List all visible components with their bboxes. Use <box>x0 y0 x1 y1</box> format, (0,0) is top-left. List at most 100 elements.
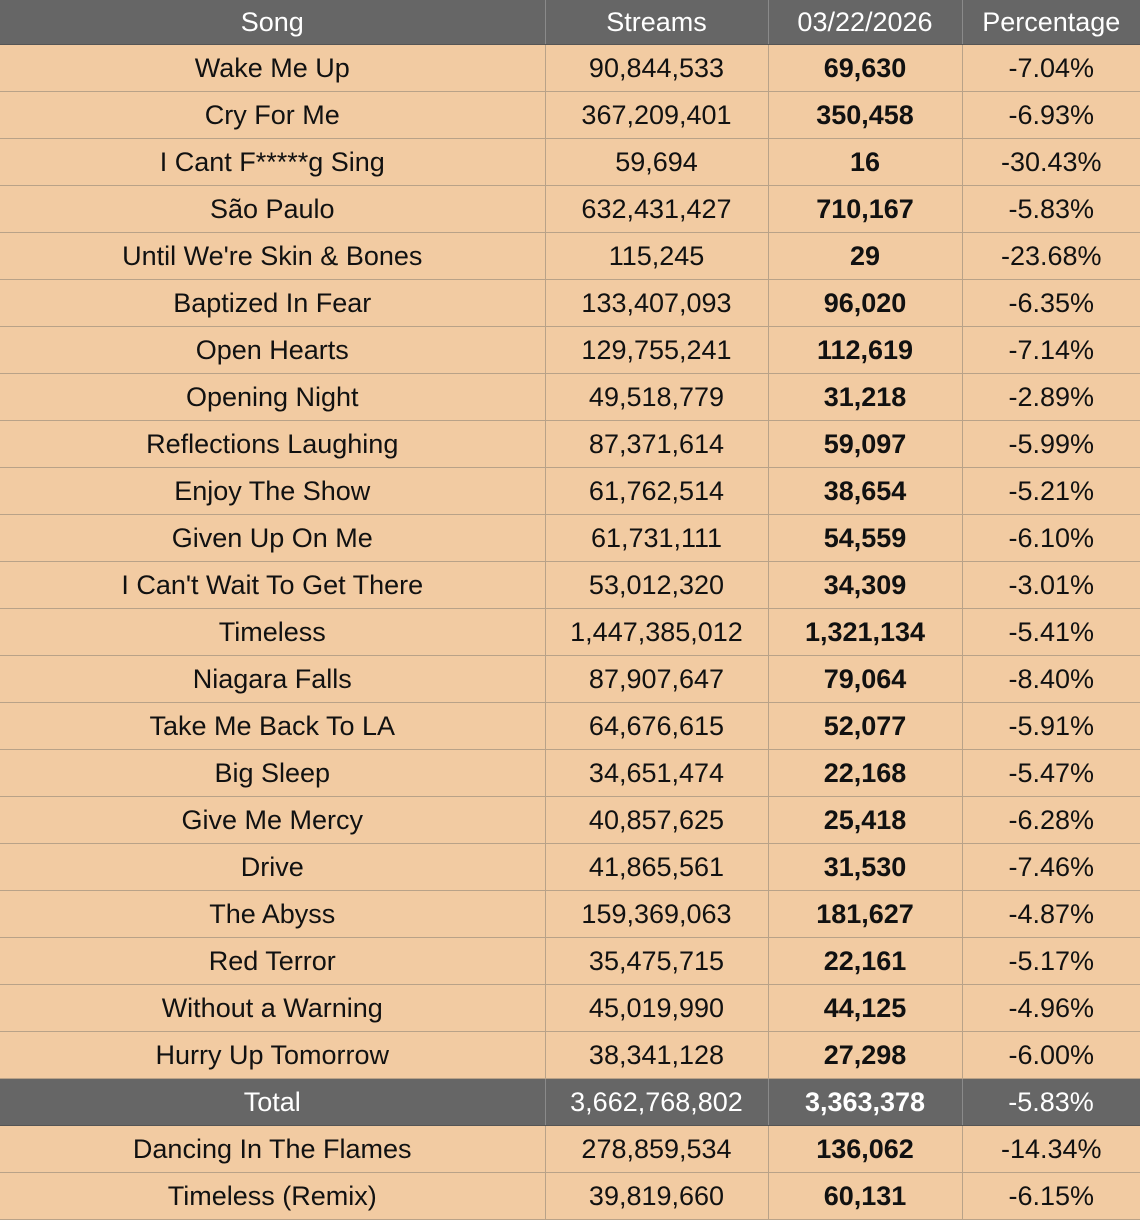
percentage-cell: -3.01% <box>962 561 1140 609</box>
percentage-cell: -8.40% <box>962 655 1140 703</box>
total-row: Total 3,662,768,802 3,363,378 -5.83% <box>0 1078 1140 1126</box>
table-row: Give Me Mercy 40,857,625 25,418 -6.28% <box>0 796 1140 844</box>
percentage-cell: -5.83% <box>962 1078 1140 1126</box>
percentage-cell: -6.93% <box>962 91 1140 139</box>
table-row: Opening Night 49,518,779 31,218 -2.89% <box>0 373 1140 421</box>
header-streams: Streams <box>545 0 769 45</box>
percentage-cell: -7.14% <box>962 326 1140 374</box>
streams-cell: 53,012,320 <box>545 561 769 609</box>
daily-streams-cell: 79,064 <box>768 655 963 703</box>
table-row: Cry For Me 367,209,401 350,458 -6.93% <box>0 91 1140 139</box>
percentage-cell: -5.47% <box>962 749 1140 797</box>
streams-cell: 133,407,093 <box>545 279 769 327</box>
daily-streams-cell: 34,309 <box>768 561 963 609</box>
streams-cell: 90,844,533 <box>545 44 769 92</box>
song-cell: Reflections Laughing <box>0 420 546 468</box>
song-cell: Niagara Falls <box>0 655 546 703</box>
daily-streams-cell: 25,418 <box>768 796 963 844</box>
table-row: Niagara Falls 87,907,647 79,064 -8.40% <box>0 655 1140 703</box>
percentage-cell: -5.17% <box>962 937 1140 985</box>
streams-cell: 64,676,615 <box>545 702 769 750</box>
daily-streams-cell: 16 <box>768 138 963 186</box>
song-cell: Timeless (Remix) <box>0 1172 546 1220</box>
table-header: Song Streams 03/22/2026 Percentage <box>0 0 1140 45</box>
table-row: Enjoy The Show 61,762,514 38,654 -5.21% <box>0 467 1140 515</box>
percentage-cell: -7.04% <box>962 44 1140 92</box>
table-row: São Paulo 632,431,427 710,167 -5.83% <box>0 185 1140 233</box>
streams-cell: 1,447,385,012 <box>545 608 769 656</box>
daily-streams-cell: 112,619 <box>768 326 963 374</box>
streams-cell: 49,518,779 <box>545 373 769 421</box>
header-song: Song <box>0 0 546 45</box>
percentage-cell: -5.41% <box>962 608 1140 656</box>
streams-cell: 129,755,241 <box>545 326 769 374</box>
daily-streams-cell: 31,530 <box>768 843 963 891</box>
streams-cell: 87,907,647 <box>545 655 769 703</box>
percentage-cell: -6.15% <box>962 1172 1140 1220</box>
daily-streams-cell: 350,458 <box>768 91 963 139</box>
song-cell: Drive <box>0 843 546 891</box>
percentage-cell: -23.68% <box>962 232 1140 280</box>
streams-cell: 45,019,990 <box>545 984 769 1032</box>
streams-cell: 115,245 <box>545 232 769 280</box>
table-row: Hurry Up Tomorrow 38,341,128 27,298 -6.00% <box>0 1031 1140 1079</box>
streams-cell: 278,859,534 <box>545 1125 769 1173</box>
streams-cell: 39,819,660 <box>545 1172 769 1220</box>
percentage-cell: -30.43% <box>962 138 1140 186</box>
daily-streams-cell: 52,077 <box>768 702 963 750</box>
song-cell: Take Me Back To LA <box>0 702 546 750</box>
song-cell: Timeless <box>0 608 546 656</box>
percentage-cell: -5.83% <box>962 185 1140 233</box>
streams-cell: 61,762,514 <box>545 467 769 515</box>
daily-streams-cell: 1,321,134 <box>768 608 963 656</box>
song-cell: Until We're Skin & Bones <box>0 232 546 280</box>
streams-cell: 34,651,474 <box>545 749 769 797</box>
percentage-cell: -7.46% <box>962 843 1140 891</box>
streams-cell: 87,371,614 <box>545 420 769 468</box>
table-row: Baptized In Fear 133,407,093 96,020 -6.35% <box>0 279 1140 327</box>
song-cell: Give Me Mercy <box>0 796 546 844</box>
table-row: Timeless 1,447,385,012 1,321,134 -5.41% <box>0 608 1140 656</box>
daily-streams-cell: 59,097 <box>768 420 963 468</box>
percentage-cell: -2.89% <box>962 373 1140 421</box>
song-cell: Open Hearts <box>0 326 546 374</box>
streams-cell: 38,341,128 <box>545 1031 769 1079</box>
streams-cell: 3,662,768,802 <box>545 1078 769 1126</box>
daily-streams-cell: 69,630 <box>768 44 963 92</box>
streams-cell: 632,431,427 <box>545 185 769 233</box>
percentage-cell: -14.34% <box>962 1125 1140 1173</box>
table-row: Without a Warning 45,019,990 44,125 -4.96% <box>0 984 1140 1032</box>
table-row: I Can't Wait To Get There 53,012,320 34,30… <box>0 561 1140 609</box>
header-date: 03/22/2026 <box>768 0 963 45</box>
daily-streams-cell: 29 <box>768 232 963 280</box>
percentage-cell: -5.91% <box>962 702 1140 750</box>
table-row: The Abyss 159,369,063 181,627 -4.87% <box>0 890 1140 938</box>
song-cell: Baptized In Fear <box>0 279 546 327</box>
song-cell: Big Sleep <box>0 749 546 797</box>
song-cell: Wake Me Up <box>0 44 546 92</box>
streams-cell: 35,475,715 <box>545 937 769 985</box>
daily-streams-cell: 96,020 <box>768 279 963 327</box>
daily-streams-cell: 38,654 <box>768 467 963 515</box>
table-row: Reflections Laughing 87,371,614 59,097 -5.9… <box>0 420 1140 468</box>
table-row: Big Sleep 34,651,474 22,168 -5.47% <box>0 749 1140 797</box>
streams-cell: 41,865,561 <box>545 843 769 891</box>
song-cell: São Paulo <box>0 185 546 233</box>
daily-streams-cell: 3,363,378 <box>768 1078 963 1126</box>
table-row: Until We're Skin & Bones 115,245 29 -23.68% <box>0 232 1140 280</box>
table-body: Wake Me Up 90,844,533 69,630 -7.04% Cry For … <box>0 44 1140 1220</box>
table-row: Dancing In The Flames 278,859,534 136,062-… <box>0 1125 1140 1173</box>
table-row: Timeless (Remix) 39,819,660 60,131 -6.15% <box>0 1172 1140 1220</box>
header-row: Song Streams 03/22/2026 Percentage <box>0 0 1140 45</box>
percentage-cell: -4.96% <box>962 984 1140 1032</box>
daily-streams-cell: 710,167 <box>768 185 963 233</box>
table-row: I Cant F*****g Sing 59,694 16 -30.43% <box>0 138 1140 186</box>
song-cell: Without a Warning <box>0 984 546 1032</box>
streams-cell: 61,731,111 <box>545 514 769 562</box>
song-cell: The Abyss <box>0 890 546 938</box>
table-row: Given Up On Me 61,731,111 54,559 -6.10% <box>0 514 1140 562</box>
daily-streams-cell: 22,161 <box>768 937 963 985</box>
table-row: Open Hearts 129,755,241 112,619 -7.14% <box>0 326 1140 374</box>
song-cell: Given Up On Me <box>0 514 546 562</box>
